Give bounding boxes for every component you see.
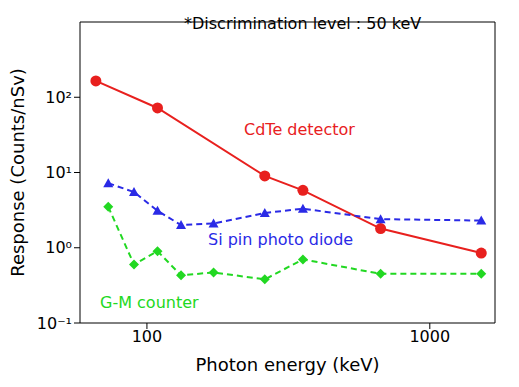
svg-text:1000: 1000 — [409, 327, 450, 346]
svg-text:10¹: 10¹ — [45, 163, 72, 182]
html-text:G-M counter: G-M counter — [100, 293, 199, 312]
svg-text:10⁻¹: 10⁻¹ — [37, 314, 72, 333]
svg-text:Photon energy (keV): Photon energy (keV) — [195, 354, 379, 375]
html-text:CdTe detector: CdTe detector — [244, 120, 355, 139]
svg-text:10⁰: 10⁰ — [45, 238, 72, 257]
html-text:Si pin photo diode: Si pin photo diode — [208, 230, 354, 249]
svg-text:100: 100 — [132, 327, 163, 346]
svg-text:10²: 10² — [45, 88, 72, 107]
html-text:*Discrimination level : 50 keV: *Discrimination level : 50 keV — [184, 14, 422, 33]
svg-text:Response (Counts/nSv): Response (Counts/nSv) — [8, 68, 28, 277]
